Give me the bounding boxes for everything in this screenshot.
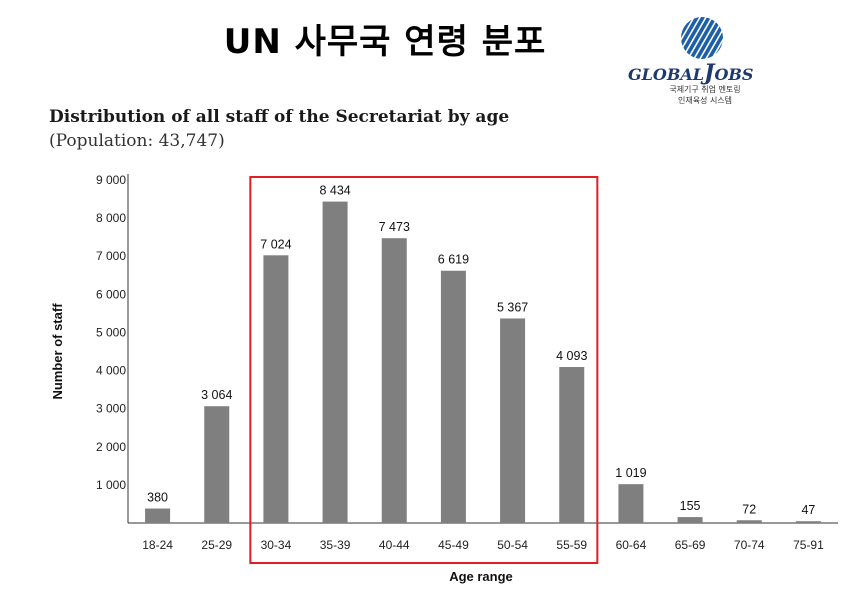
y-tick-label: 8 000 [96,211,126,225]
bar-50-54 [500,318,526,523]
data-label: 72 [742,502,756,516]
bar-30-34 [263,255,289,523]
bar-35-39 [322,201,348,523]
data-label: 380 [147,491,168,505]
chart-subtitle: (Population: 43,747) [49,131,225,151]
globe-stripe [698,17,723,59]
x-tick-label: 35-39 [320,538,351,552]
x-tick-label: 40-44 [379,538,410,552]
x-tick-label: 18-24 [142,538,173,552]
x-tick-label: 45-49 [438,538,469,552]
globe-stripe [704,17,723,59]
y-tick-label: 3 000 [96,402,126,416]
bar-60-64 [618,484,644,523]
data-label: 7 024 [260,237,291,251]
chart-axes [127,174,838,524]
data-label: 6 619 [438,253,469,267]
slide-title: UN 사무국 연령 분포 [223,22,547,62]
x-tick-label: 25-29 [201,538,232,552]
data-label: 155 [680,499,701,513]
data-label: 8 434 [319,184,350,198]
y-axis-ticks: 1 000 2 000 3 000 4 000 5 000 6 000 7 000 8 000… [96,173,126,492]
bar-18-24 [145,508,171,523]
bar-70-74 [736,520,762,523]
globe-stripe [681,17,708,59]
logo-wordmark: GLOBALJOBS [628,60,758,86]
data-label: 4 093 [556,349,587,363]
logo-brand-initial: J [704,60,715,86]
x-tick-label: 55-59 [556,538,587,552]
bar-55-59 [559,367,585,523]
bar-series [145,201,821,523]
data-label: 47 [801,503,815,517]
data-label: 5 367 [497,300,528,314]
y-tick-label: 9 000 [96,173,126,187]
y-tick-label: 6 000 [96,287,126,301]
x-tick-label: 50-54 [497,538,528,552]
logo-brand-prefix: GLOBAL [628,65,705,84]
bar-45-49 [440,270,466,523]
globaljobs-logo: GLOBALJOBS 국제기구 취업 멘토링 인재육성 시스템 [628,16,768,106]
data-label: 3 064 [201,388,232,402]
logo-tagline-1: 국제기구 취업 멘토링 [669,85,741,94]
globe-stripe [681,17,702,59]
x-axis-title: Age range [449,569,513,584]
data-label: 1 019 [615,466,646,480]
x-tick-label: 30-34 [261,538,292,552]
data-labels: 380 3 064 7 024 8 434 7 473 6 619 5 367 4 093 1 … [147,184,815,518]
bar-75-91 [795,521,821,523]
y-tick-label: 5 000 [96,325,126,339]
bar-65-69 [677,517,703,523]
logo-brand-suffix: OBS [714,65,754,84]
x-tick-label: 65-69 [675,538,706,552]
bar-25-29 [204,406,230,523]
x-tick-label: 70-74 [734,538,765,552]
y-axis-title: Number of staff [50,303,65,400]
highlight-box [249,176,599,564]
y-tick-label: 1 000 [96,478,126,492]
y-tick-label: 7 000 [96,249,126,263]
globe-stripe [686,17,720,59]
data-label: 7 473 [379,220,410,234]
x-tick-label: 75-91 [793,538,824,552]
y-tick-label: 4 000 [96,364,126,378]
chart-title: Distribution of all staff of the Secreta… [49,107,510,127]
logo-tagline-2: 인재육성 시스템 [677,96,733,105]
y-tick-label: 2 000 [96,440,126,454]
x-tick-label: 60-64 [616,538,647,552]
x-axis-ticks: 18-24 25-29 30-34 35-39 40-44 45-49 50-54 55-59… [142,538,824,552]
globe-icon [681,17,723,59]
bar-40-44 [381,238,407,523]
